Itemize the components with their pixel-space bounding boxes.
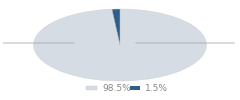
Text: 98.5%: 98.5% xyxy=(102,84,131,93)
Wedge shape xyxy=(112,9,120,45)
Bar xyxy=(130,86,140,90)
Text: 1.5%: 1.5% xyxy=(145,84,168,93)
Wedge shape xyxy=(34,9,206,81)
Text: WHITE: WHITE xyxy=(0,38,74,48)
Text: BLACK: BLACK xyxy=(136,38,240,48)
Bar xyxy=(86,86,97,90)
